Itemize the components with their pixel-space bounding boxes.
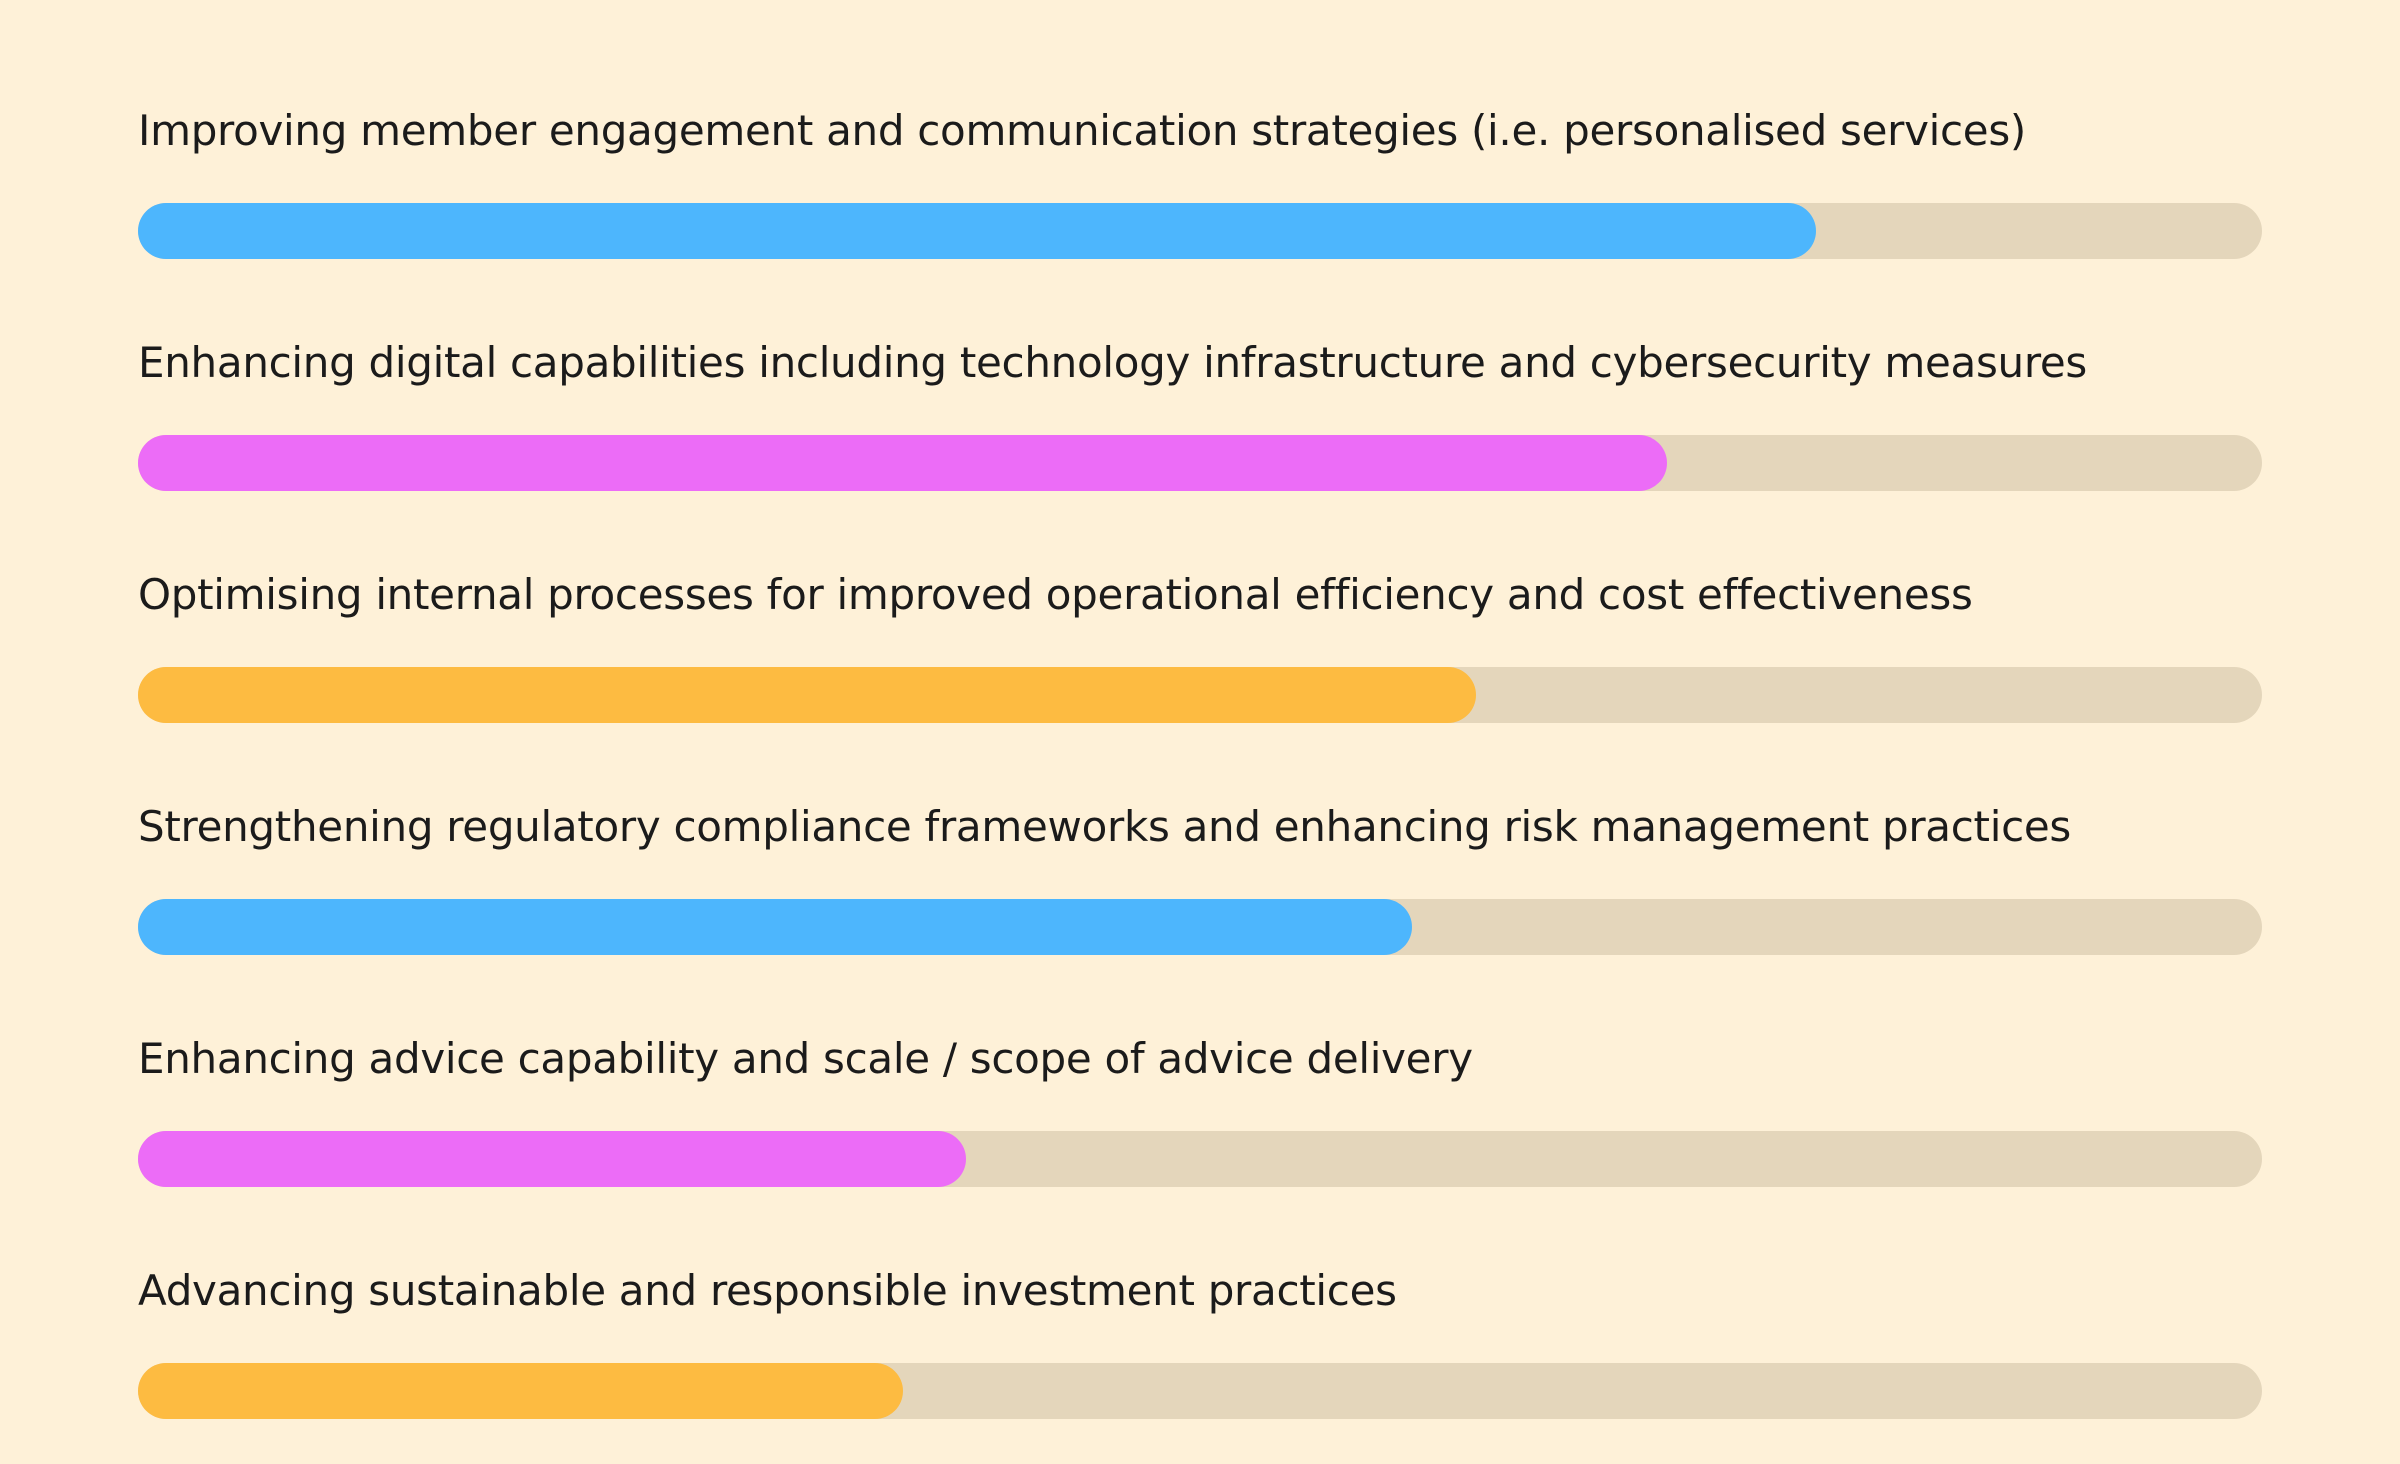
bar-fill [138,1363,903,1419]
bar-fill [138,435,1667,491]
category-label: Improving member engagement and communic… [138,106,2027,155]
bar-fill [138,899,1412,955]
bar-track [138,203,2262,259]
bar-track [138,435,2262,491]
bar-fill [138,203,1816,259]
category-label: Strengthening regulatory compliance fram… [138,802,2071,851]
bar-track [138,667,2262,723]
bar-fill [138,1131,966,1187]
bar-track [138,899,2262,955]
priority-bar-chart: Improving member engagement and communic… [138,0,2262,1464]
category-label: Advancing sustainable and responsible in… [138,1266,1397,1315]
bar-track [138,1363,2262,1419]
category-label: Enhancing digital capabilities including… [138,338,2088,387]
bar-track [138,1131,2262,1187]
bar-fill [138,667,1476,723]
category-label: Optimising internal processes for improv… [138,570,1973,619]
category-label: Enhancing advice capability and scale / … [138,1034,1473,1083]
